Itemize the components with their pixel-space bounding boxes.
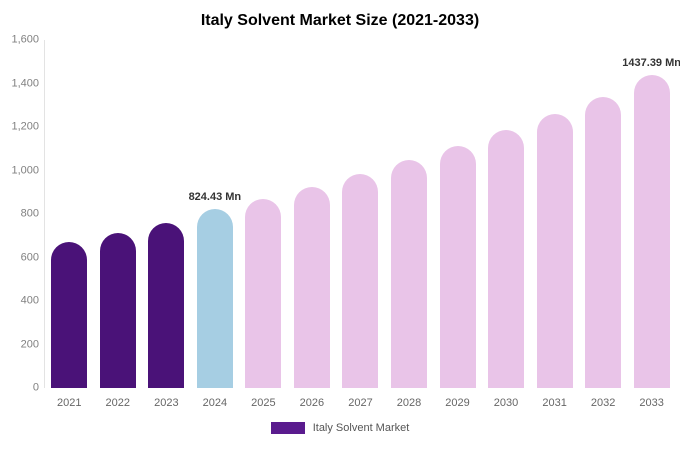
y-axis-tick-label: 200 <box>20 338 39 350</box>
bar-column: 2026 <box>293 40 330 409</box>
bar-column: 2030 <box>488 40 525 409</box>
x-axis-label: 2029 <box>445 397 470 409</box>
x-axis-label: 2022 <box>105 397 131 409</box>
legend-swatch <box>270 422 305 434</box>
bar <box>585 97 622 388</box>
bar <box>536 114 573 388</box>
bar-column: 824.43 Mn 2024 <box>189 40 242 409</box>
y-axis-tick-label: 600 <box>20 251 39 263</box>
bar-column: 2027 <box>342 40 379 409</box>
bar <box>148 223 185 388</box>
bar <box>439 146 476 388</box>
bar-column: 2022 <box>99 40 136 409</box>
bar-column: 2032 <box>585 40 622 409</box>
y-axis-tick-label: 800 <box>20 207 39 220</box>
bar <box>196 208 233 388</box>
bar <box>99 233 136 388</box>
bar <box>245 199 282 388</box>
y-axis-tick-label: 1,400 <box>11 77 39 89</box>
bar <box>51 242 88 388</box>
bar-column: 2031 <box>536 40 573 409</box>
y-axis-tick-label: 1,600 <box>11 33 39 46</box>
bar-column: 2023 <box>148 40 185 409</box>
bar <box>488 130 525 388</box>
bar-value-label: 824.43 Mn <box>188 190 242 203</box>
y-axis-tick-label: 0 <box>32 381 39 394</box>
x-axis-label: 2027 <box>348 397 373 409</box>
bar <box>342 173 379 388</box>
y-axis-tick-label: 1,200 <box>11 120 39 133</box>
x-axis-label: 2033 <box>639 397 664 409</box>
x-axis-label: 2028 <box>396 397 422 409</box>
bar <box>633 75 670 388</box>
x-axis-label: 2030 <box>493 397 519 409</box>
bar-column: 2029 <box>439 40 476 409</box>
bar-column: 2025 <box>245 40 282 409</box>
x-axis-label: 2021 <box>57 397 82 409</box>
bar-column: 2028 <box>390 40 427 409</box>
bar <box>390 160 427 388</box>
x-axis-label: 2024 <box>202 397 228 409</box>
bar-value-label: 1437.39 Mn <box>622 57 680 70</box>
plot-area: 0 200 400 600 800 1,000 1,200 1,400 1,600 2021 20… <box>11 34 680 409</box>
bars-area: 2021 2022 2023 824.43 Mn 2024 2025 2026 2027 202… <box>45 40 680 409</box>
x-axis-label: 2031 <box>542 397 567 409</box>
x-axis-label: 2032 <box>590 397 616 409</box>
legend-label: Italy Solvent Market <box>312 422 410 434</box>
y-axis-tick-label: 1,000 <box>11 164 39 176</box>
bar-column: 1437.39 Mn 2033 <box>622 40 680 409</box>
bar-column: 2021 <box>51 40 88 409</box>
legend: Italy Solvent Market <box>0 422 680 434</box>
x-axis-label: 2026 <box>299 397 325 409</box>
x-axis-label: 2023 <box>154 397 179 409</box>
chart-title: Italy Solvent Market Size (2021-2033) <box>200 12 480 29</box>
x-axis-label: 2025 <box>251 397 276 409</box>
y-axis-tick-label: 400 <box>20 294 39 307</box>
bar <box>293 186 330 388</box>
